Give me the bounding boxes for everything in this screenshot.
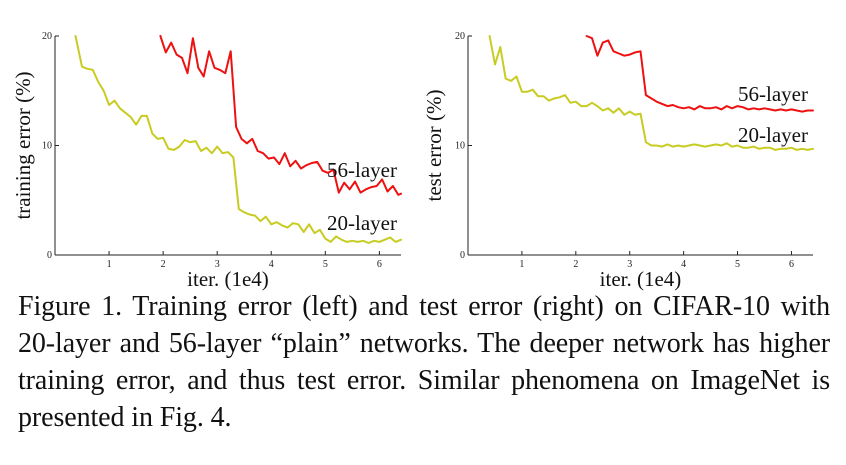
x-tick-label: 5 [735,259,740,270]
train-series-56-layer [159,35,402,196]
x-tick-label: 1 [519,259,524,270]
y-axis-label: test error (%) [423,90,446,202]
y-tick-label: 10 [42,141,52,152]
test-series-56-layer [585,35,814,113]
train-series-20-layer [74,35,402,244]
figure-caption: Figure 1. Training error (left) and test… [18,291,830,433]
x-tick-label: 2 [573,259,578,270]
x-tick-label: 4 [681,259,686,270]
training-error-plot: 1 2 3 4 5 6 0 10 20 iter. (1e4) training error (%)… [11,31,402,291]
x-tick-label: 6 [377,259,382,270]
x-tick-label: 3 [627,259,632,270]
train-label-20-layer: 20-layer [327,211,397,235]
y-tick-label: 10 [455,141,465,152]
x-tick-label: 2 [161,259,166,270]
test-label-56-layer: 56-layer [738,82,808,106]
y-tick-label: 20 [42,31,52,42]
x-tick-label: 1 [107,259,112,270]
x-axis-label: iter. (1e4) [600,267,682,291]
test-series-20-layer [488,35,814,151]
y-tick-label: 0 [460,250,465,261]
test-label-20-layer: 20-layer [738,123,808,147]
figure: 1 2 3 4 5 6 0 10 20 iter. (1e4) training error (%)… [11,31,814,291]
x-tick-label: 6 [789,259,794,270]
y-axis-label: training error (%) [11,71,35,219]
x-tick-label: 4 [269,259,274,270]
x-axis-label: iter. (1e4) [187,267,269,291]
test-error-plot: 1 2 3 4 5 6 0 10 20 iter. (1e4) test error (%) 56-l… [423,31,814,291]
y-tick-label: 20 [455,31,465,42]
y-tick-label: 0 [47,250,52,261]
train-label-56-layer: 56-layer [327,158,397,182]
x-tick-label: 3 [215,259,220,270]
x-tick-label: 5 [323,259,328,270]
